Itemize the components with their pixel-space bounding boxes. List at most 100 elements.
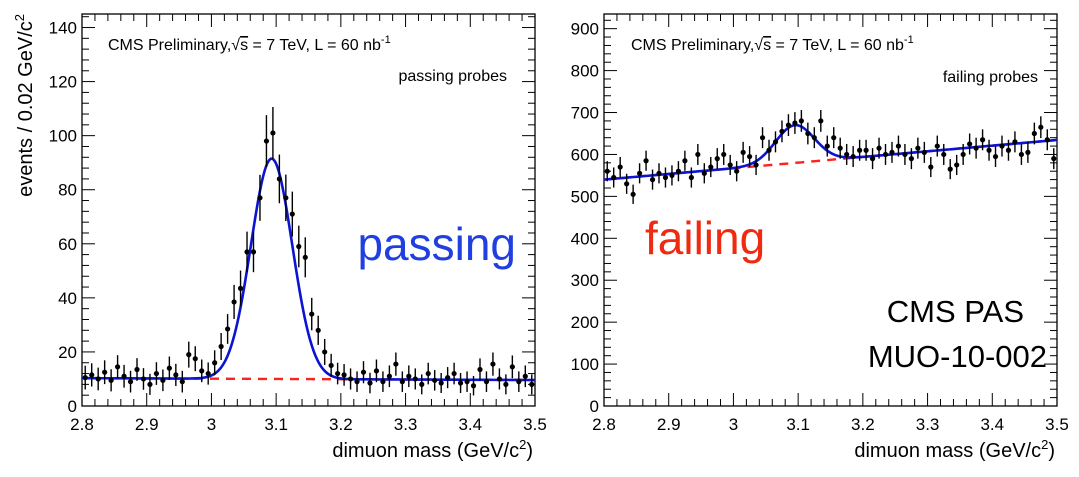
- passing-header-mid: = 7 TeV, L = 60 nb: [248, 37, 381, 54]
- data-marker: [954, 162, 960, 168]
- data-marker: [1031, 130, 1037, 137]
- passing-data-points: [82, 106, 535, 396]
- data-point: [734, 161, 740, 182]
- data-point: [979, 129, 986, 151]
- data-marker: [604, 168, 610, 174]
- data-point: [166, 356, 172, 380]
- data-point: [270, 106, 276, 159]
- data-point: [121, 364, 127, 388]
- failing-x-axis-title-sup: 2: [1041, 437, 1048, 452]
- data-point: [747, 146, 753, 168]
- data-marker: [192, 356, 198, 362]
- data-marker: [121, 373, 127, 379]
- data-marker: [354, 379, 360, 385]
- data-point: [483, 371, 490, 392]
- data-point: [231, 284, 237, 319]
- data-marker: [649, 177, 656, 183]
- data-point: [134, 358, 140, 381]
- data-point: [973, 137, 979, 159]
- data-marker: [915, 145, 921, 151]
- data-marker: [309, 311, 315, 317]
- data-marker: [322, 349, 328, 355]
- data-marker: [335, 370, 341, 377]
- data-marker: [212, 360, 218, 366]
- data-marker: [451, 370, 457, 377]
- data-marker: [140, 376, 147, 382]
- data-point: [1051, 148, 1057, 170]
- data-marker: [457, 380, 464, 386]
- data-point: [212, 350, 218, 376]
- data-marker: [529, 381, 535, 387]
- x-tick-label: 3.5: [523, 415, 547, 434]
- x-tick-label: 2.9: [657, 415, 681, 434]
- data-point: [921, 141, 927, 163]
- data-marker: [772, 139, 779, 145]
- pas-line-2: MUO-10-002: [868, 339, 1047, 374]
- data-point: [611, 167, 617, 188]
- x-tick-label: 2.8: [70, 415, 94, 434]
- data-point: [772, 131, 779, 153]
- data-point: [328, 353, 334, 378]
- data-point: [928, 156, 934, 178]
- data-marker: [406, 373, 412, 379]
- failing-frame: [603, 13, 1058, 407]
- data-point: [636, 163, 643, 184]
- data-marker: [902, 151, 908, 158]
- x-tick-label: 3.1: [786, 415, 810, 434]
- data-point: [863, 139, 869, 161]
- data-point: [1044, 129, 1050, 151]
- data-point: [915, 137, 921, 159]
- failing-ticks: [603, 14, 1058, 407]
- data-point: [850, 146, 856, 168]
- passing-panel: 2.8 2.9 3 3.1 3.2 3.3 3.4 3.5 0 20 40 60 80 100 120 14…: [12, 13, 547, 462]
- passing-frame: [81, 13, 536, 407]
- data-point: [682, 150, 688, 171]
- failing-x-axis-title-tail: ): [1048, 440, 1055, 462]
- data-point: [675, 161, 682, 182]
- data-marker: [134, 366, 140, 373]
- y-tick-label: 100: [49, 127, 77, 146]
- data-point: [727, 154, 733, 175]
- passing-x-tick-labels: 2.8 2.9 3 3.1 3.2 3.3 3.4 3.5: [70, 415, 547, 434]
- data-point: [289, 191, 295, 237]
- data-marker: [992, 153, 999, 160]
- passing-big-label: passing: [357, 218, 516, 270]
- data-marker: [127, 379, 134, 385]
- data-point: [753, 154, 759, 175]
- y-tick-label: 40: [58, 289, 77, 308]
- data-marker: [792, 120, 798, 126]
- data-point: [276, 154, 282, 204]
- data-marker: [675, 168, 682, 174]
- data-marker: [296, 243, 302, 250]
- data-point: [406, 365, 412, 388]
- data-marker: [360, 369, 367, 375]
- data-point: [967, 133, 973, 155]
- data-marker: [108, 377, 114, 383]
- x-tick-label: 3.4: [980, 415, 1004, 434]
- data-point: [630, 184, 636, 204]
- data-marker: [636, 170, 643, 176]
- data-point: [237, 270, 244, 307]
- data-point: [393, 352, 399, 376]
- data-marker: [386, 373, 392, 379]
- data-marker: [114, 364, 121, 370]
- data-point: [399, 371, 405, 392]
- failing-header-sqrt-arg: s: [763, 37, 771, 54]
- data-point: [1031, 122, 1037, 145]
- data-point: [818, 110, 824, 132]
- data-marker: [895, 143, 902, 149]
- data-marker: [283, 195, 289, 201]
- failing-header-prefix: CMS Preliminary,: [631, 37, 754, 54]
- data-marker: [166, 365, 172, 371]
- data-marker: [367, 380, 373, 386]
- data-point: [876, 137, 882, 159]
- passing-y-axis-title: events / 0.02 GeV/c2: [12, 14, 37, 197]
- data-marker: [1038, 124, 1044, 130]
- data-marker: [147, 381, 153, 387]
- data-point: [529, 374, 535, 395]
- data-point: [425, 362, 431, 385]
- data-marker: [237, 285, 244, 291]
- data-marker: [844, 151, 850, 158]
- data-point: [857, 139, 863, 161]
- data-point: [296, 225, 302, 268]
